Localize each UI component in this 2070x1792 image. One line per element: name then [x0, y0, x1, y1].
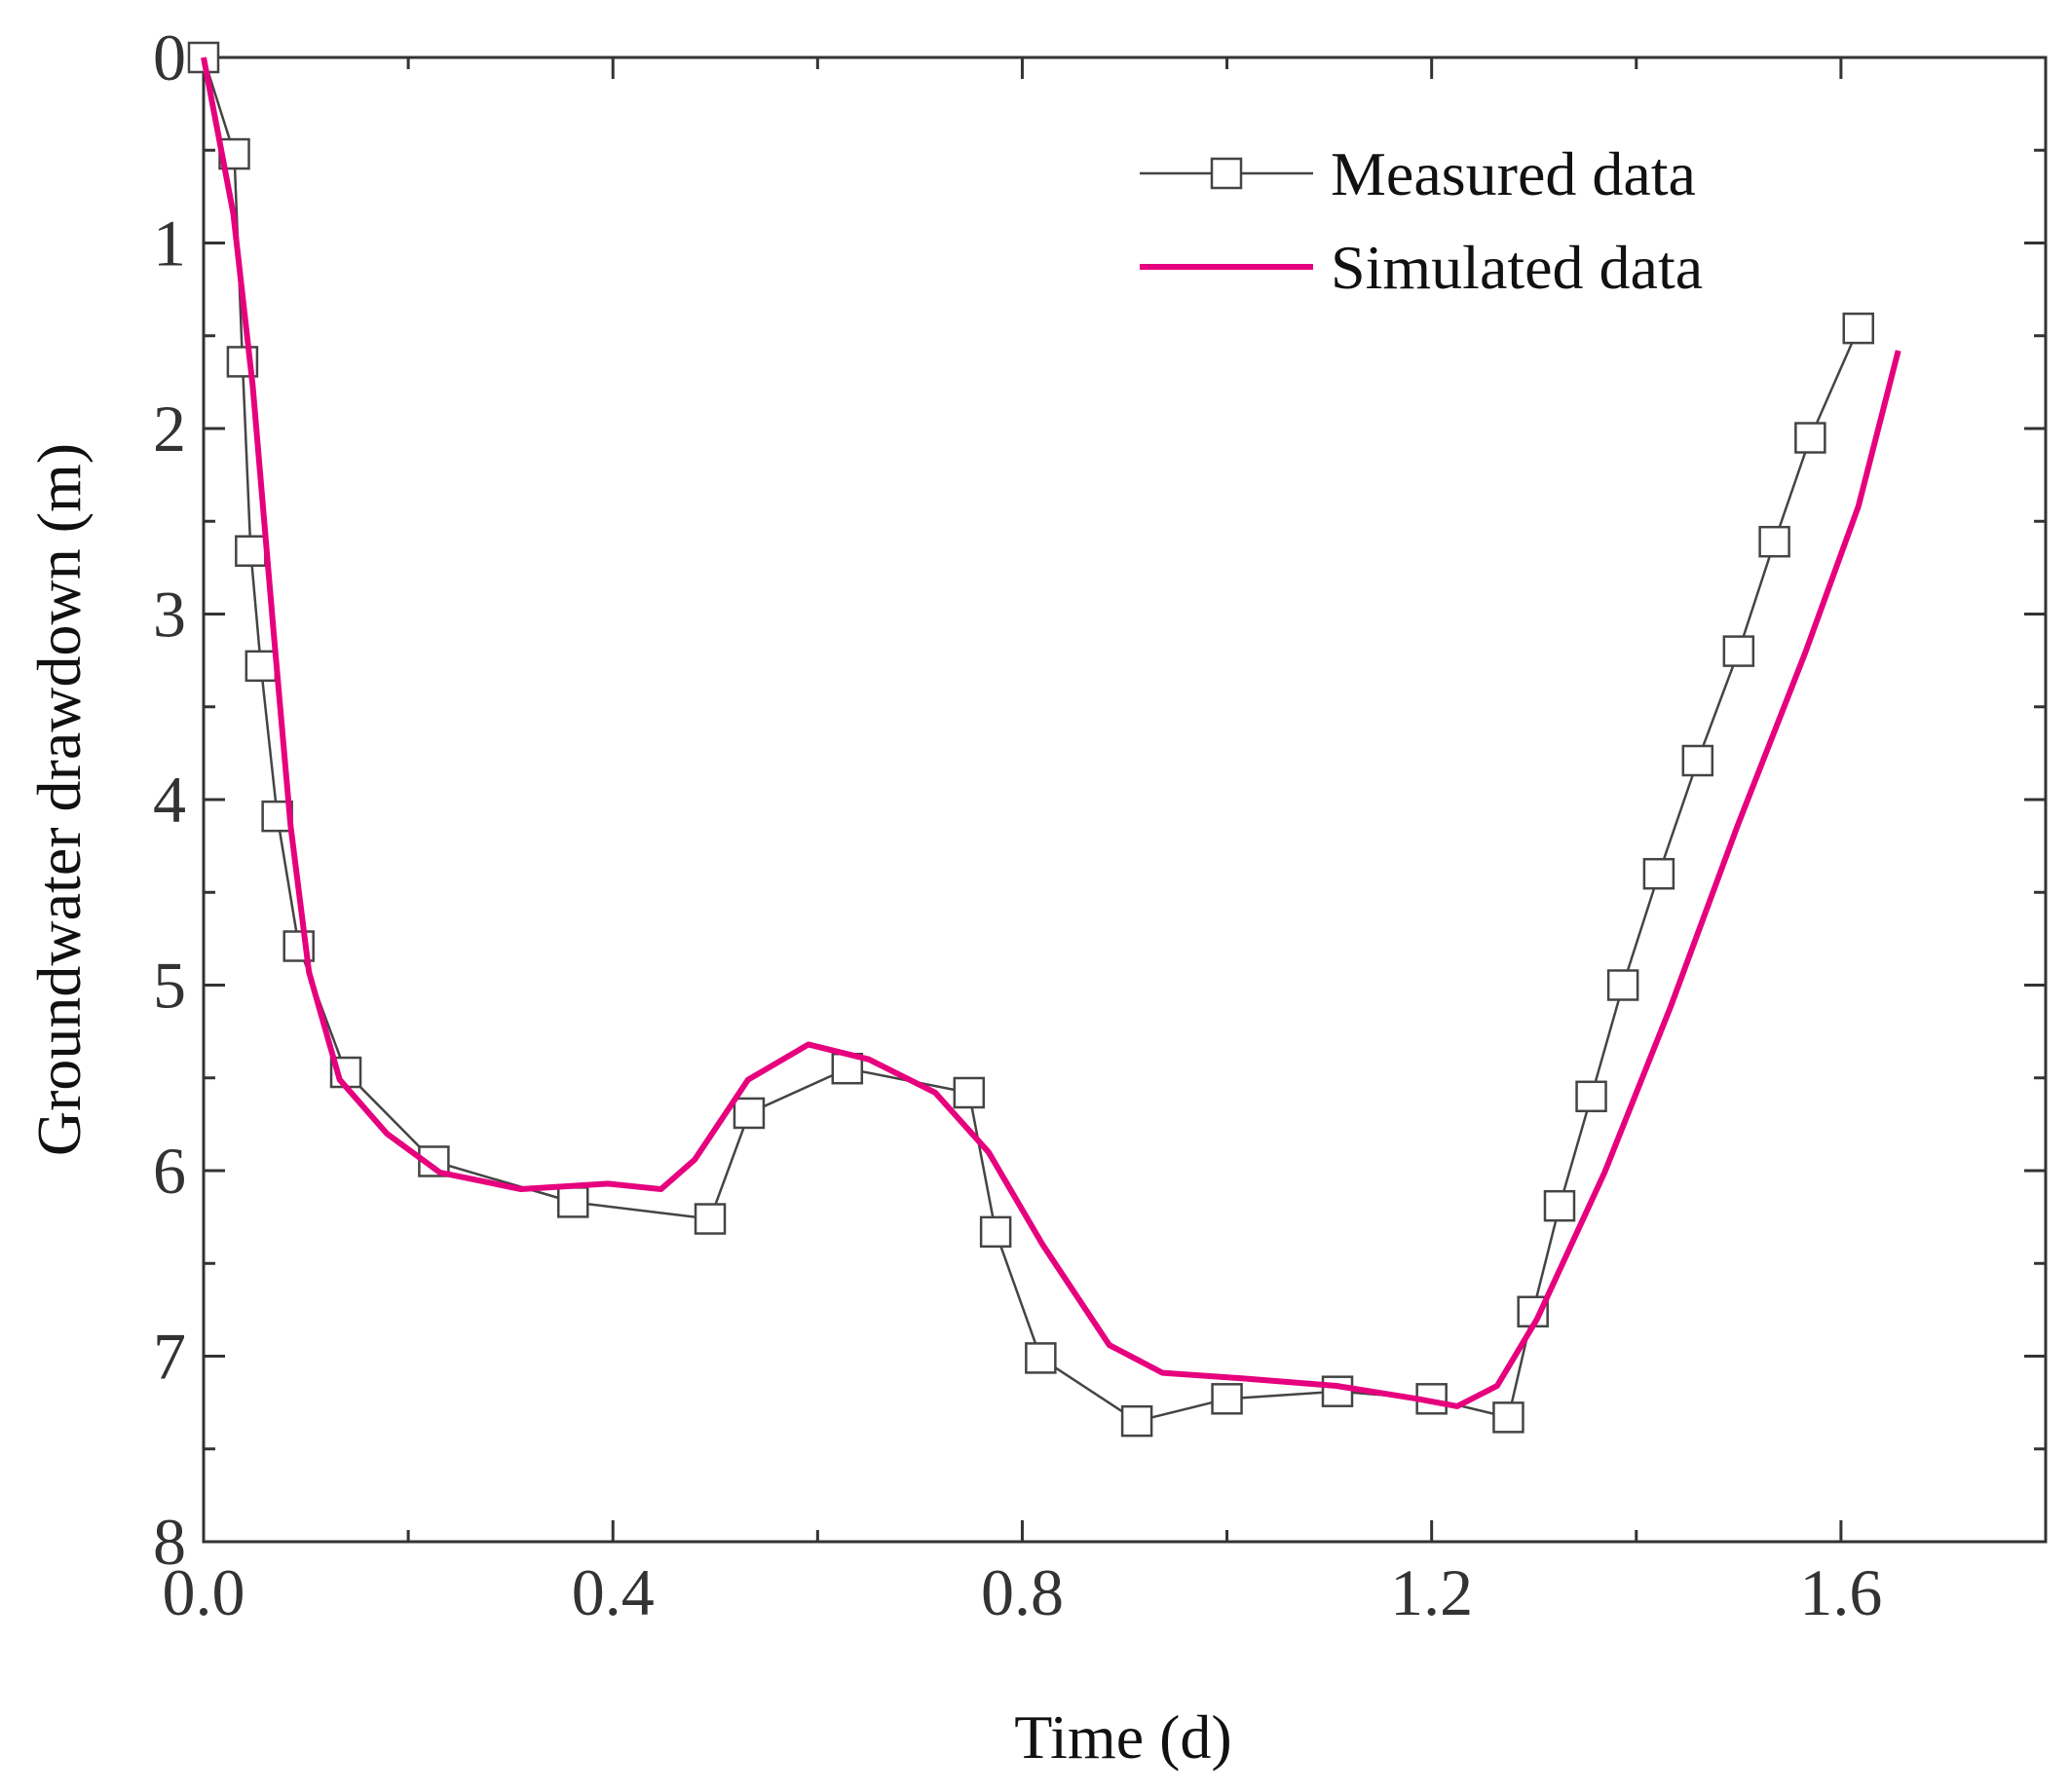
- marker: [1492, 1401, 1524, 1434]
- y-tick-label: 1: [153, 206, 186, 280]
- y-tick-label: 4: [153, 763, 186, 837]
- y-axis-title: Groundwater drawdown (m): [24, 443, 94, 1156]
- marker: [1606, 969, 1639, 1001]
- marker: [1543, 1189, 1576, 1222]
- marker: [1681, 744, 1714, 777]
- marker: [1842, 312, 1874, 345]
- x-tick-label: 0.8: [981, 1555, 1064, 1629]
- x-tick-label: 1.6: [1799, 1555, 1882, 1629]
- plot-frame: [202, 56, 2048, 1544]
- marker: [1642, 857, 1675, 890]
- marker: [733, 1097, 766, 1130]
- y-tick-label: 3: [153, 578, 186, 652]
- y-tick-label: 8: [153, 1505, 186, 1579]
- y-tick-label: 5: [153, 949, 186, 1023]
- marker: [953, 1076, 986, 1109]
- simulated-line: [201, 56, 1901, 1409]
- marker: [1321, 1375, 1354, 1407]
- y-tick-label: 0: [153, 20, 186, 94]
- marker: [831, 1052, 864, 1085]
- marker: [245, 650, 278, 683]
- marker: [557, 1186, 589, 1218]
- y-tick-label: 6: [153, 1134, 186, 1208]
- marker: [1575, 1080, 1607, 1113]
- marker: [1025, 1342, 1057, 1374]
- y-tick-label: 2: [153, 392, 186, 466]
- marker: [1120, 1404, 1153, 1437]
- legend-marker: [1210, 157, 1243, 190]
- legend-label: Measured data: [1331, 139, 1696, 208]
- marker: [1722, 635, 1755, 667]
- marker: [1758, 525, 1790, 558]
- x-tick-label: 0.4: [572, 1555, 655, 1629]
- marker: [235, 535, 267, 567]
- marker: [1794, 422, 1826, 454]
- y-tick-label: 7: [153, 1320, 186, 1394]
- legend-label: Simulated data: [1331, 233, 1703, 302]
- marker: [979, 1215, 1012, 1249]
- marker: [694, 1203, 727, 1235]
- x-axis-title: Time (d): [1014, 1702, 1231, 1772]
- x-tick-label: 1.2: [1390, 1555, 1473, 1629]
- marker: [1211, 1383, 1243, 1415]
- x-tick-label: 0.0: [163, 1555, 245, 1629]
